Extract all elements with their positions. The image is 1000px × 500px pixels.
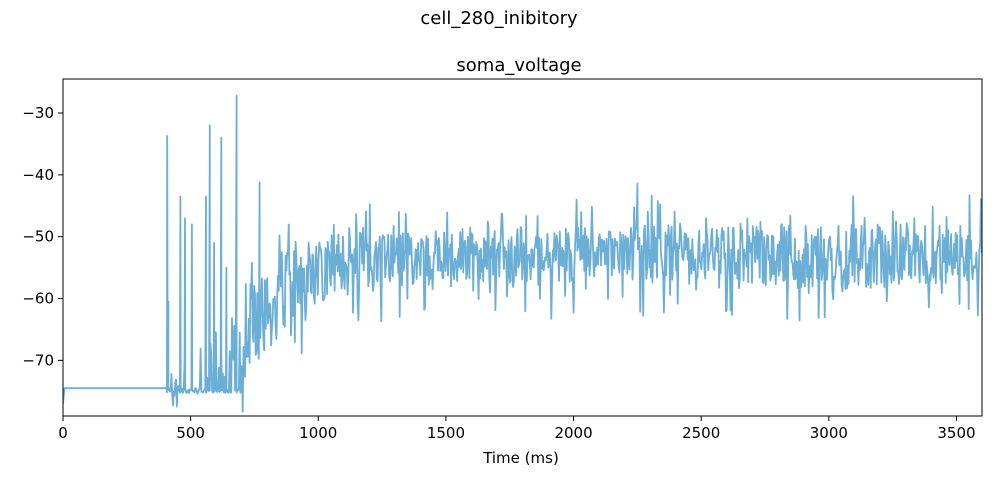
y-tick-label: −50 xyxy=(22,228,54,246)
x-tick-label: 3000 xyxy=(810,424,848,442)
axes: 0 500 1000 1500 2000 2500 3000 3500 −70 −60 −50 −40… xyxy=(22,78,983,442)
y-tick-label: −70 xyxy=(22,351,54,369)
y-tick-label: −60 xyxy=(22,290,54,308)
y-tick-label: −40 xyxy=(22,166,54,184)
x-tick-label: 3500 xyxy=(937,424,975,442)
x-tick-label: 500 xyxy=(176,424,205,442)
chart-suptitle: cell_280_inibitory xyxy=(420,8,578,29)
plot-area xyxy=(63,94,982,413)
x-tick-label: 0 xyxy=(58,424,68,442)
y-tick-label: −30 xyxy=(22,104,54,122)
x-axis-label: Time (ms) xyxy=(482,449,559,467)
plot-frame xyxy=(62,78,983,417)
x-tick-label: 1500 xyxy=(427,424,465,442)
x-tick-label: 1000 xyxy=(299,424,337,442)
chart-title: soma_voltage xyxy=(456,55,581,76)
series-line-soma-voltage xyxy=(63,94,982,413)
x-tick-label: 2000 xyxy=(554,424,592,442)
x-tick-label: 2500 xyxy=(682,424,720,442)
